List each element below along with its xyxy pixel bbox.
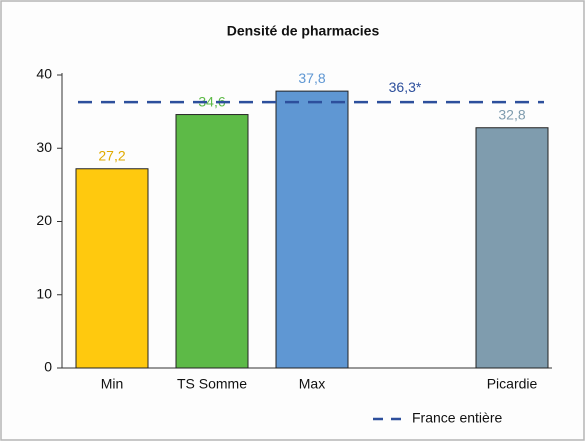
y-tick-label: 40 (36, 66, 52, 82)
chart-title: Densité de pharmacies (227, 23, 380, 39)
y-tick-label: 30 (36, 139, 52, 155)
data-label: 37,8 (298, 70, 325, 86)
x-tick-label: Min (101, 376, 124, 392)
reference-label: 36,3* (389, 79, 422, 95)
bar (275, 90, 349, 369)
y-tick-label: 0 (44, 359, 52, 375)
bar (75, 168, 149, 369)
x-tick-label: Picardie (487, 376, 538, 392)
bar (475, 127, 549, 369)
x-tick-label: TS Somme (177, 376, 247, 392)
bar (175, 114, 249, 369)
data-label: 32,8 (498, 106, 525, 122)
x-tick-label: Max (299, 376, 325, 392)
data-label: 34,6 (198, 93, 225, 109)
legend-label: France entière (412, 410, 502, 426)
data-label: 27,2 (98, 147, 125, 163)
y-tick-label: 20 (36, 212, 52, 228)
y-tick-label: 10 (36, 285, 52, 301)
